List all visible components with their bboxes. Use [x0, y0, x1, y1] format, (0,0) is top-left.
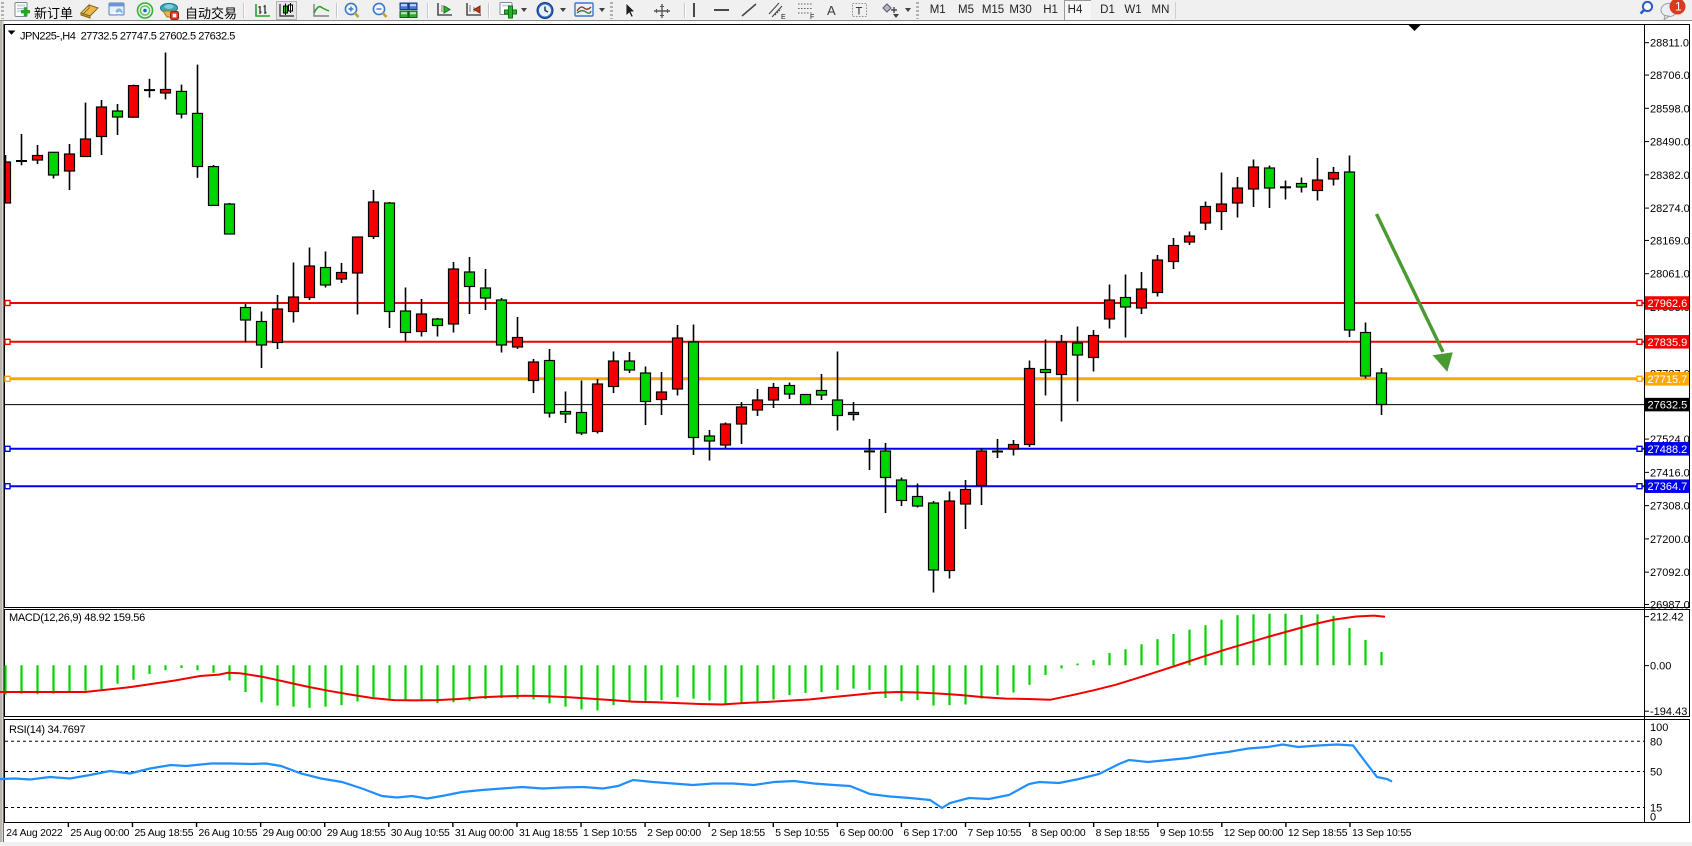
svg-text:RSI(14) 34.7697: RSI(14) 34.7697	[9, 724, 85, 736]
svg-text:T: T	[856, 5, 863, 17]
svg-text:24 Aug 2022: 24 Aug 2022	[6, 828, 63, 839]
svg-text:100: 100	[1650, 722, 1668, 734]
svg-text:80: 80	[1650, 736, 1662, 748]
svg-text:31 Aug 18:55: 31 Aug 18:55	[519, 828, 578, 839]
svg-text:6 Sep 17:00: 6 Sep 17:00	[903, 828, 957, 839]
svg-text:25 Aug 18:55: 25 Aug 18:55	[134, 828, 193, 839]
svg-text:30 Aug 10:55: 30 Aug 10:55	[391, 828, 450, 839]
svg-text:6 Sep 00:00: 6 Sep 00:00	[839, 828, 893, 839]
svg-text:JPN225-,H4 27732.5 27747.5 27: JPN225-,H4 27732.5 27747.5 27602.5 27632…	[20, 31, 235, 43]
svg-text:12 Sep 00:00: 12 Sep 00:00	[1224, 828, 1284, 839]
svg-text:12 Sep 18:55: 12 Sep 18:55	[1288, 828, 1348, 839]
svg-text:28061.0: 28061.0	[1650, 269, 1690, 281]
svg-text:27416.0: 27416.0	[1650, 467, 1690, 479]
svg-text:26987.0: 26987.0	[1650, 599, 1690, 611]
svg-text:27200.0: 27200.0	[1650, 534, 1690, 546]
svg-text:1: 1	[1675, 0, 1682, 14]
svg-text:28598.0: 28598.0	[1650, 103, 1690, 115]
svg-text:2 Sep 18:55: 2 Sep 18:55	[711, 828, 765, 839]
svg-text:E: E	[781, 14, 786, 20]
svg-text:7 Sep 10:55: 7 Sep 10:55	[968, 828, 1022, 839]
svg-text:27632.5: 27632.5	[1648, 400, 1688, 412]
svg-text:31 Aug 00:00: 31 Aug 00:00	[455, 828, 514, 839]
svg-text:50: 50	[1650, 767, 1662, 779]
svg-text:27092.0: 27092.0	[1650, 567, 1690, 579]
svg-text:2 Sep 00:00: 2 Sep 00:00	[647, 828, 701, 839]
svg-text:MACD(12,26,9) 48.92 159.56: MACD(12,26,9) 48.92 159.56	[9, 612, 145, 624]
svg-text:-194.43: -194.43	[1650, 706, 1687, 718]
svg-text:28706.0: 28706.0	[1650, 70, 1690, 82]
svg-text:29 Aug 18:55: 29 Aug 18:55	[327, 828, 386, 839]
svg-text:27308.0: 27308.0	[1650, 501, 1690, 513]
svg-text:212.42: 212.42	[1650, 612, 1684, 624]
svg-text:15: 15	[1650, 803, 1662, 815]
svg-text:28274.0: 28274.0	[1650, 203, 1690, 215]
svg-text:5 Sep 10:55: 5 Sep 10:55	[775, 828, 829, 839]
svg-text:28490.0: 28490.0	[1650, 137, 1690, 149]
svg-text:25 Aug 00:00: 25 Aug 00:00	[70, 828, 129, 839]
svg-text:28811.0: 28811.0	[1650, 38, 1689, 50]
svg-text:8 Sep 18:55: 8 Sep 18:55	[1096, 828, 1150, 839]
svg-text:27962.6: 27962.6	[1648, 298, 1688, 310]
svg-text:8 Sep 00:00: 8 Sep 00:00	[1032, 828, 1086, 839]
svg-text:27364.7: 27364.7	[1648, 481, 1688, 493]
svg-text:28382.0: 28382.0	[1650, 170, 1690, 182]
svg-text:27488.2: 27488.2	[1648, 444, 1688, 456]
svg-text:F: F	[810, 14, 814, 20]
svg-text:27715.7: 27715.7	[1648, 374, 1688, 386]
svg-text:1 Sep 10:55: 1 Sep 10:55	[583, 828, 637, 839]
svg-text:0: 0	[1650, 812, 1656, 824]
svg-text:13 Sep 10:55: 13 Sep 10:55	[1352, 828, 1412, 839]
svg-text:29 Aug 00:00: 29 Aug 00:00	[263, 828, 322, 839]
svg-text:27835.9: 27835.9	[1648, 337, 1688, 349]
svg-text:28169.0: 28169.0	[1650, 235, 1690, 247]
svg-text:9 Sep 10:55: 9 Sep 10:55	[1160, 828, 1214, 839]
svg-text:26 Aug 10:55: 26 Aug 10:55	[199, 828, 258, 839]
svg-text:0.00: 0.00	[1650, 661, 1671, 673]
